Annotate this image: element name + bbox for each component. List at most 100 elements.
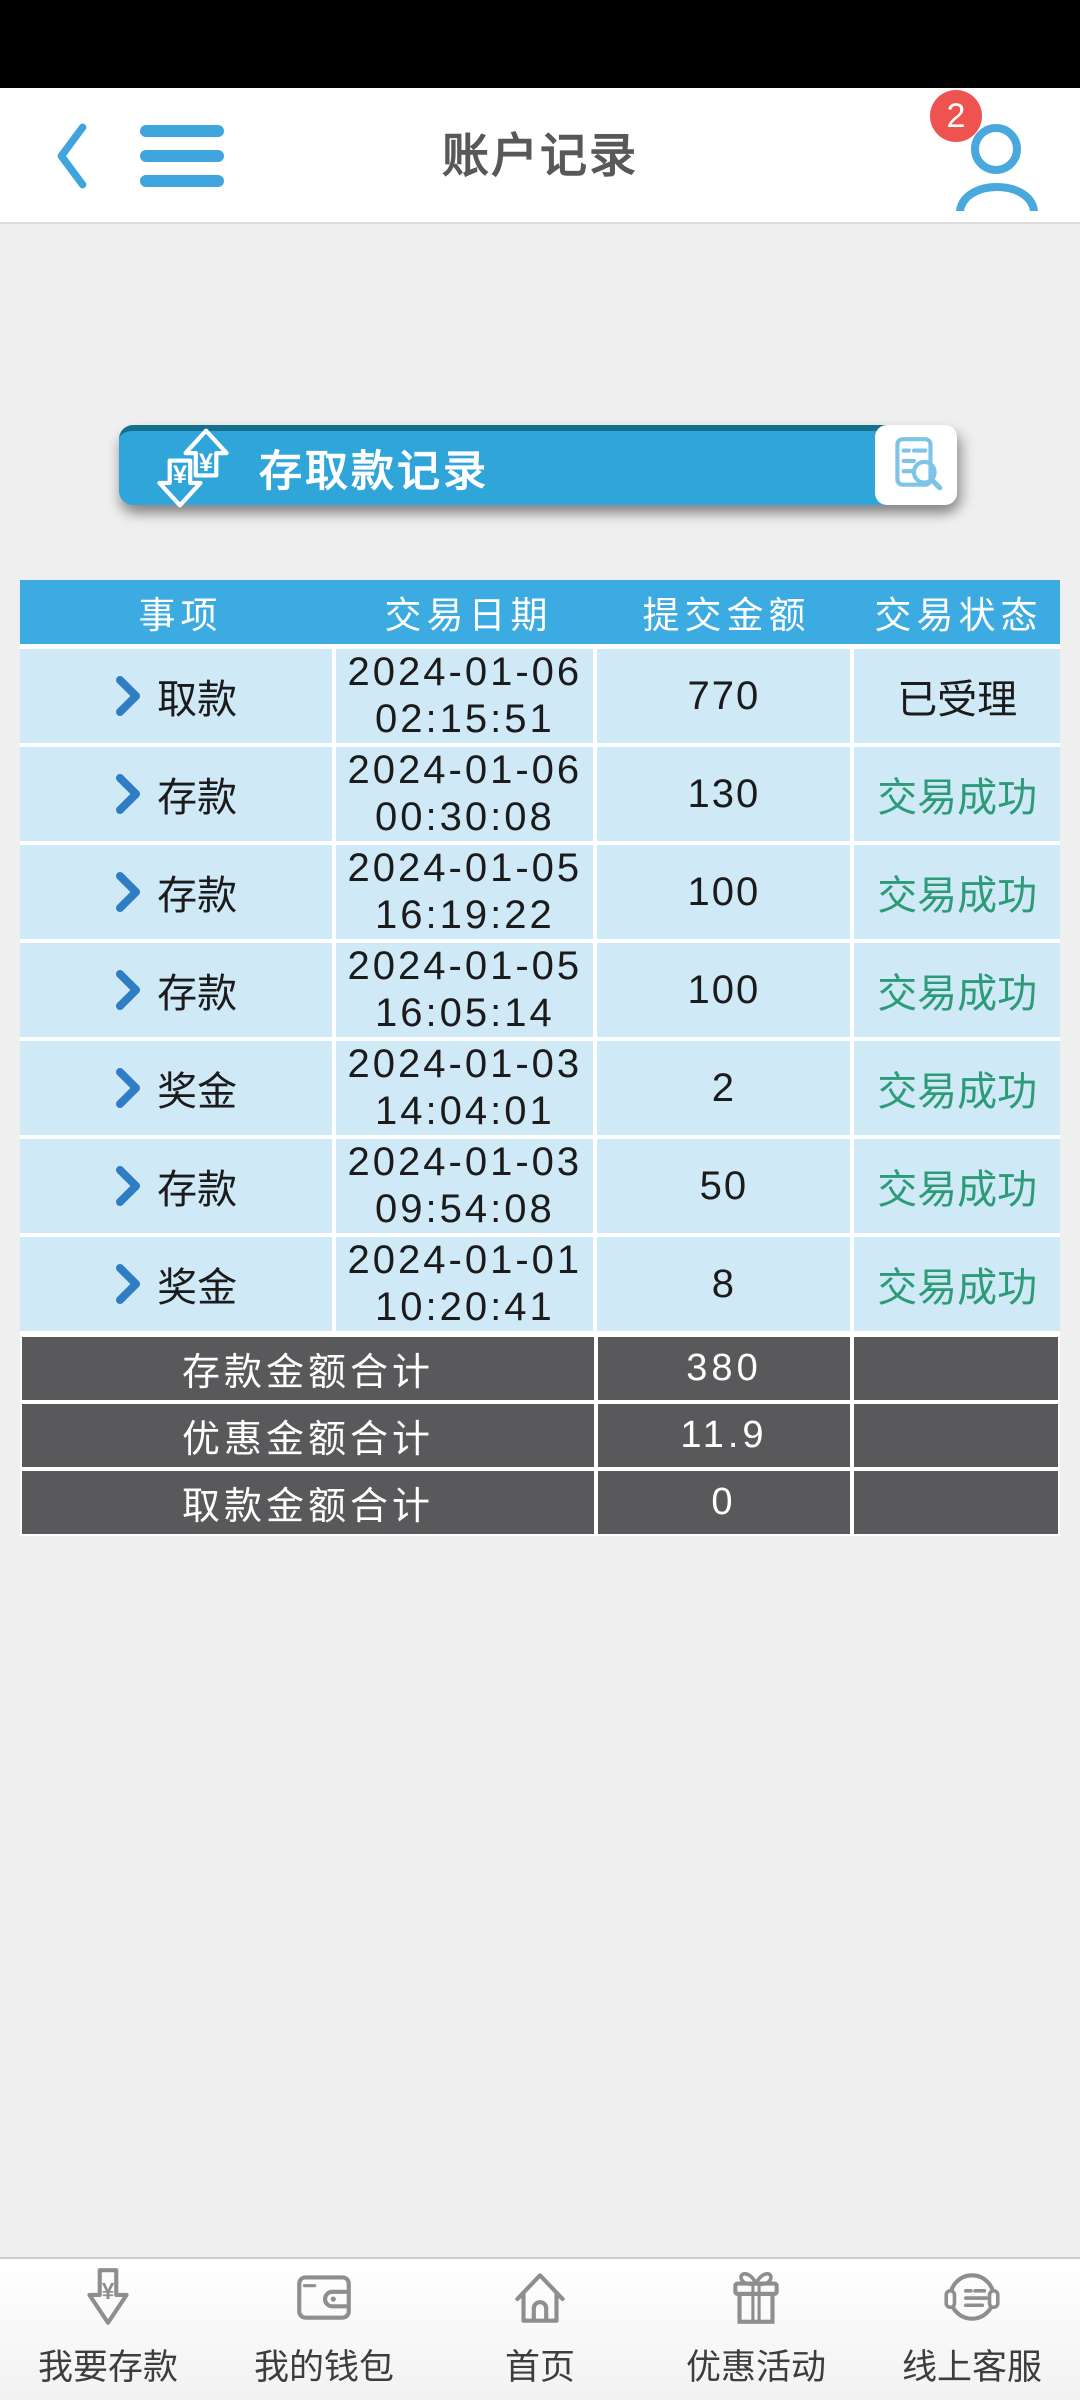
wallet-icon — [291, 2264, 357, 2333]
row-amount: 100 — [597, 943, 851, 1037]
row-amount: 2 — [597, 1041, 851, 1135]
table-row[interactable]: 奖金 2024-01-03 14:04:01 2 交易成功 — [20, 1041, 1060, 1135]
nav-item-customer-service[interactable]: 线上客服 — [864, 2259, 1080, 2400]
row-amount: 8 — [597, 1237, 851, 1331]
promo-gift-icon — [723, 2264, 789, 2333]
nav-item-promotions[interactable]: 优惠活动 — [648, 2259, 864, 2400]
bottom-nav: ¥ 我要存款 我的钱包 首页 — [0, 2257, 1080, 2400]
section-title: 存取款记录 — [259, 448, 489, 496]
records-table: 事项 交易日期 提交金额 交易状态 取款 2024-01-06 02:15:51… — [20, 580, 1060, 1536]
row-time: 16:19:22 — [374, 893, 555, 937]
chevron-right-icon — [115, 1066, 141, 1110]
nav-label: 我要存款 — [37, 2348, 178, 2387]
status-bar — [0, 0, 1080, 88]
summary-empty-cell — [852, 1469, 1060, 1536]
chevron-right-icon — [115, 870, 141, 914]
menu-button[interactable] — [140, 125, 224, 187]
document-search-icon — [885, 433, 947, 498]
row-item-label: 奖金 — [157, 1266, 238, 1310]
chevron-right-icon — [115, 1262, 141, 1306]
row-time: 16:05:14 — [374, 991, 555, 1035]
row-time: 02:15:51 — [374, 697, 555, 741]
row-date: 2024-01-03 — [347, 1042, 583, 1086]
section-header-deposit-withdraw-records: ¥ ¥ 存取款记录 — [119, 425, 957, 508]
row-item-label: 存款 — [157, 972, 238, 1016]
nav-label: 优惠活动 — [685, 2348, 826, 2387]
summary-row: 优惠金额合计 11.9 — [20, 1402, 1060, 1469]
table-header-row: 事项 交易日期 提交金额 交易状态 — [20, 580, 1060, 644]
row-date: 2024-01-01 — [347, 1238, 583, 1282]
summary-empty-cell — [852, 1335, 1060, 1402]
row-time: 00:30:08 — [374, 795, 555, 839]
svg-text:¥: ¥ — [199, 449, 213, 477]
table-body: 取款 2024-01-06 02:15:51 770 已受理 存款 2024-0… — [20, 649, 1060, 1331]
row-item-label: 存款 — [157, 874, 238, 918]
summary-row: 取款金额合计 0 — [20, 1469, 1060, 1536]
column-header-status: 交易状态 — [874, 595, 1043, 636]
row-date: 2024-01-06 — [347, 650, 583, 694]
summary-value: 380 — [596, 1335, 852, 1402]
row-status: 交易成功 — [854, 1041, 1060, 1135]
deposit-arrow-icon: ¥ — [75, 2264, 141, 2333]
table-row[interactable]: 存款 2024-01-06 00:30:08 130 交易成功 — [20, 747, 1060, 841]
row-status: 交易成功 — [854, 747, 1060, 841]
row-time: 10:20:41 — [374, 1285, 555, 1329]
row-time: 14:04:01 — [374, 1089, 555, 1133]
table-row[interactable]: 存款 2024-01-05 16:05:14 100 交易成功 — [20, 943, 1060, 1037]
notification-badge: 2 — [930, 90, 982, 142]
nav-label: 我的钱包 — [253, 2348, 394, 2387]
hamburger-icon — [140, 125, 224, 137]
user-avatar-icon — [950, 115, 1038, 216]
nav-item-home[interactable]: 首页 — [432, 2259, 648, 2400]
row-time: 09:54:08 — [374, 1187, 555, 1231]
nav-label: 首页 — [504, 2348, 575, 2387]
customer-service-icon — [939, 2264, 1005, 2333]
column-header-date: 交易日期 — [384, 595, 553, 636]
row-item-label: 存款 — [157, 776, 238, 820]
table-row[interactable]: 存款 2024-01-03 09:54:08 50 交易成功 — [20, 1139, 1060, 1233]
table-row[interactable]: 奖金 2024-01-01 10:20:41 8 交易成功 — [20, 1237, 1060, 1331]
row-date: 2024-01-03 — [347, 1140, 583, 1184]
row-date: 2024-01-05 — [347, 846, 583, 890]
summary-label: 取款金额合计 — [20, 1469, 596, 1536]
search-records-button[interactable] — [875, 425, 957, 505]
nav-item-wallet[interactable]: 我的钱包 — [216, 2259, 432, 2400]
chevron-right-icon — [115, 968, 141, 1012]
page-title: 账户记录 — [442, 129, 638, 182]
chevron-right-icon — [115, 674, 141, 718]
column-header-amount: 提交金额 — [642, 595, 811, 636]
row-status: 交易成功 — [854, 845, 1060, 939]
row-status: 交易成功 — [854, 1237, 1060, 1331]
summary-row: 存款金额合计 380 — [20, 1335, 1060, 1402]
summary-value: 11.9 — [596, 1402, 852, 1469]
table-summary: 存款金额合计 380 优惠金额合计 11.9 取款金额合计 0 — [20, 1335, 1060, 1536]
row-amount: 100 — [597, 845, 851, 939]
exchange-arrows-icon: ¥ ¥ — [145, 427, 241, 509]
chevron-right-icon — [115, 1164, 141, 1208]
row-item-label: 取款 — [157, 678, 238, 722]
summary-label: 优惠金额合计 — [20, 1402, 596, 1469]
row-amount: 130 — [597, 747, 851, 841]
row-status: 已受理 — [854, 649, 1060, 743]
chevron-left-icon — [52, 123, 92, 193]
summary-label: 存款金额合计 — [20, 1335, 596, 1402]
app-bar: 账户记录 2 — [0, 88, 1080, 224]
back-button[interactable] — [52, 122, 92, 190]
table-row[interactable]: 存款 2024-01-05 16:19:22 100 交易成功 — [20, 845, 1060, 939]
row-status: 交易成功 — [854, 943, 1060, 1037]
row-status: 交易成功 — [854, 1139, 1060, 1233]
table-row[interactable]: 取款 2024-01-06 02:15:51 770 已受理 — [20, 649, 1060, 743]
profile-button[interactable]: 2 — [928, 90, 1040, 220]
chevron-right-icon — [115, 772, 141, 816]
nav-label: 线上客服 — [901, 2348, 1042, 2387]
row-amount: 50 — [597, 1139, 851, 1233]
row-amount: 770 — [597, 649, 851, 743]
home-icon — [507, 2264, 573, 2333]
svg-text:¥: ¥ — [102, 2278, 115, 2304]
row-date: 2024-01-05 — [347, 944, 583, 988]
row-item-label: 奖金 — [157, 1070, 238, 1114]
nav-item-deposit[interactable]: ¥ 我要存款 — [0, 2259, 216, 2400]
summary-value: 0 — [596, 1469, 852, 1536]
summary-empty-cell — [852, 1402, 1060, 1469]
row-item-label: 存款 — [157, 1168, 238, 1212]
